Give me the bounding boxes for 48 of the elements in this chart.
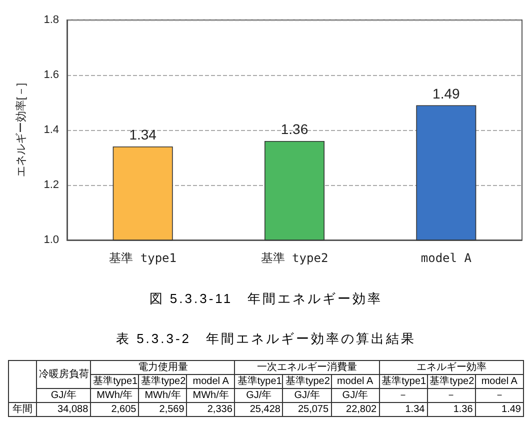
text: 1.49	[475, 402, 524, 416]
x-tick-label: model A	[420, 251, 472, 265]
data-label: 1.49	[432, 85, 460, 102]
text: 2,336	[186, 402, 235, 416]
text: model A	[331, 374, 380, 388]
text: 基準type1	[234, 374, 283, 388]
text: 22,802	[331, 402, 380, 416]
text: 基準type1	[90, 374, 139, 388]
data-label: 1.34	[129, 126, 157, 142]
text: 冷暖房負荷	[36, 360, 91, 388]
y-tick-label: 1.0	[44, 234, 59, 246]
text: 1.34	[379, 402, 428, 416]
y-tick-label: 1.2	[44, 179, 59, 191]
text: 1.36	[427, 402, 476, 416]
text: 電力使用量	[90, 360, 235, 374]
text: 25,075	[282, 402, 332, 416]
text: 基準type1	[379, 374, 428, 388]
text: GJ/年	[234, 388, 283, 402]
text: GJ/年	[282, 388, 332, 402]
text: 表 5.3.3-2 年間エネルギー効率の算出結果	[114, 330, 418, 348]
text: 基準type2	[282, 374, 332, 388]
text: 年間	[8, 402, 37, 416]
text: model A	[186, 374, 235, 388]
y-axis-title: エネルギー効率[－]	[14, 82, 28, 178]
y-tick-label: 1.6	[44, 69, 59, 81]
text: 25,428	[234, 402, 283, 416]
data-label: 1.36	[280, 121, 308, 137]
y-tick-label: 1.4	[44, 124, 59, 136]
text: MWh/年	[186, 388, 235, 402]
text: 一次エネルギー消費量	[234, 360, 380, 374]
text: MWh/年	[138, 388, 187, 402]
text: 基準type2	[427, 374, 476, 388]
text: 基準type2	[138, 374, 187, 388]
text: 2,569	[138, 402, 187, 416]
text: －	[475, 388, 524, 402]
text: 34,088	[36, 402, 91, 416]
text: model A	[475, 374, 524, 388]
text: 2,605	[90, 402, 139, 416]
text: －	[379, 388, 428, 402]
x-tick-label: 基準 type2	[260, 251, 328, 265]
caption: 図 5.3.3-11 年間エネルギー効率	[148, 290, 384, 308]
text: GJ/年	[36, 388, 91, 402]
text: MWh/年	[90, 388, 139, 402]
text: エネルギー効率	[379, 360, 524, 374]
text: GJ/年	[331, 388, 380, 402]
x-tick-label: 基準 type1	[109, 251, 177, 265]
y-tick-label: 1.8	[44, 14, 59, 26]
text: －	[427, 388, 476, 402]
